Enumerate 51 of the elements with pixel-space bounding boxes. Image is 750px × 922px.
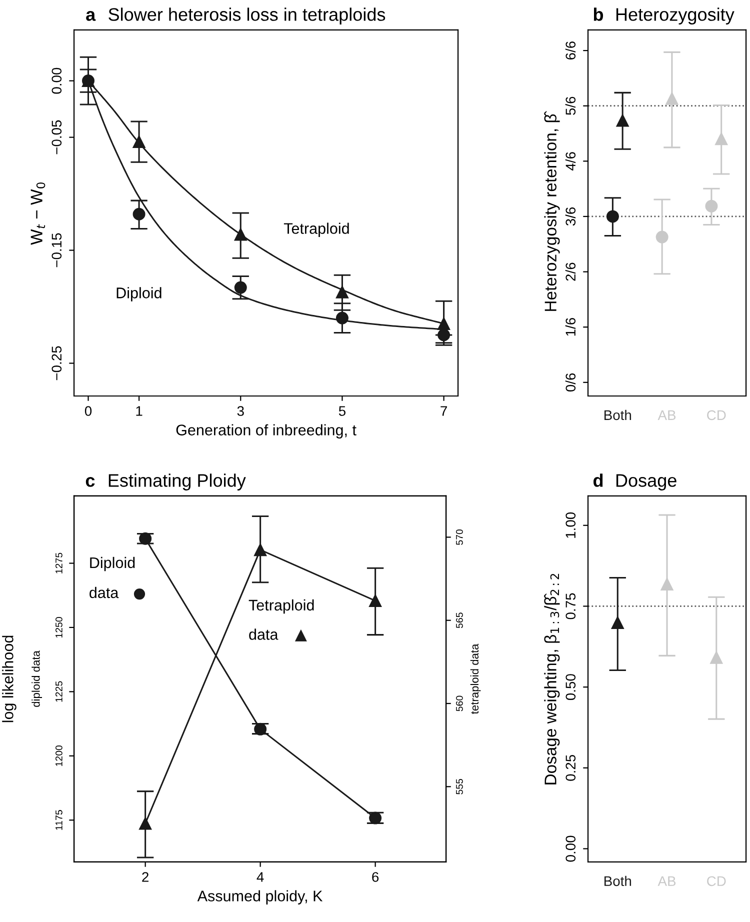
- y-tick-label: 1225: [55, 681, 62, 702]
- chart-title: a Slower heterosis loss in tetraploids: [86, 8, 386, 24]
- y-tick-label: 0/6: [565, 373, 576, 392]
- series-label: Diploid data: [90, 556, 135, 598]
- x-axis-title: Assumed ploidy, K: [197, 890, 323, 904]
- x-tick-label: 5: [338, 406, 346, 416]
- x-tick-label: 7: [440, 406, 447, 416]
- y-tick-label: 1175: [56, 810, 62, 830]
- x-tick-label: 1: [136, 406, 142, 416]
- y-tick-label: 0.00: [566, 836, 576, 862]
- x-tick-label: 2: [142, 872, 148, 882]
- y2-tick-label: 565: [456, 612, 463, 628]
- y-tick-label: 4/6: [565, 152, 576, 170]
- y-tick-label: 0.50: [566, 674, 576, 700]
- x-tick-label: Both: [604, 876, 632, 886]
- y-tick-label: 1250: [55, 617, 62, 638]
- y-tick-label: 1/6: [565, 318, 576, 336]
- annotation: Tetraploid: [284, 222, 349, 237]
- y2-tick-label: 555: [456, 778, 463, 794]
- x-axis-title: Generation of inbreeding, t: [176, 424, 356, 438]
- x-tick-label: 0: [84, 406, 92, 416]
- y-tick-label: −0.15: [52, 233, 62, 268]
- y-tick-label: 1200: [55, 745, 62, 766]
- annotation: Diploid: [116, 287, 162, 302]
- y2-tick-label: 570: [456, 529, 463, 545]
- y-tick-label: 3/6: [565, 207, 576, 226]
- x-tick-label: 4: [256, 872, 264, 882]
- text: diploid data: [32, 650, 42, 707]
- chart-title: b Heterozygosity: [594, 8, 734, 24]
- y-tick-label: 5/6: [565, 96, 576, 115]
- y-tick-label: −0.05: [52, 120, 62, 154]
- x-tick-label: 3: [237, 406, 244, 416]
- series-label: Tetraploid data: [248, 599, 314, 640]
- y-tick-label: 0.75: [566, 593, 576, 620]
- y-tick-label: 0.25: [566, 754, 576, 781]
- y2-axis-title: tetraploid data: [470, 644, 481, 714]
- y-axis-title: W$_{t}$ − W$_{0}$: [30, 182, 46, 245]
- y-tick-label: 1.00: [566, 512, 576, 538]
- y-tick-label: 6/6: [565, 41, 576, 60]
- y-axis-title: log likelihood: [2, 636, 16, 722]
- x-tick-label: 6: [372, 872, 379, 882]
- y-tick-label: 2/6: [565, 262, 576, 281]
- chart-title: d Dosage: [593, 474, 676, 490]
- chart-title: c Estimating Ploidy: [86, 474, 246, 490]
- y-axis-title: Heterozygosity retention, β̂: [544, 111, 560, 311]
- y-tick-label: 0.00: [52, 68, 62, 94]
- x-tick-label: Both: [604, 410, 632, 420]
- y-tick-label: −0.25: [52, 346, 62, 380]
- y2-tick-label: 560: [456, 696, 463, 712]
- y-tick-label: 1275: [55, 552, 62, 574]
- y-axis-title: Dosage weighting, β$_{1:3}$/β̂$_{2:2}$: [544, 574, 560, 784]
